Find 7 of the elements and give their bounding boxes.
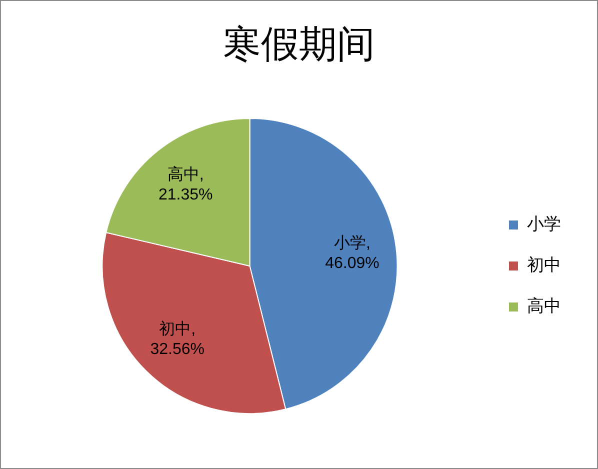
legend-label: 初中 (527, 255, 561, 274)
legend-label: 高中 (527, 296, 561, 316)
data-label: 高中, 21.35% (158, 166, 213, 204)
data-label: 初中, 32.56% (150, 320, 204, 358)
legend-label: 小学 (527, 214, 561, 234)
data-label: 小学, 46.09% (325, 234, 380, 272)
chart-title: 寒假期间 (222, 23, 376, 68)
